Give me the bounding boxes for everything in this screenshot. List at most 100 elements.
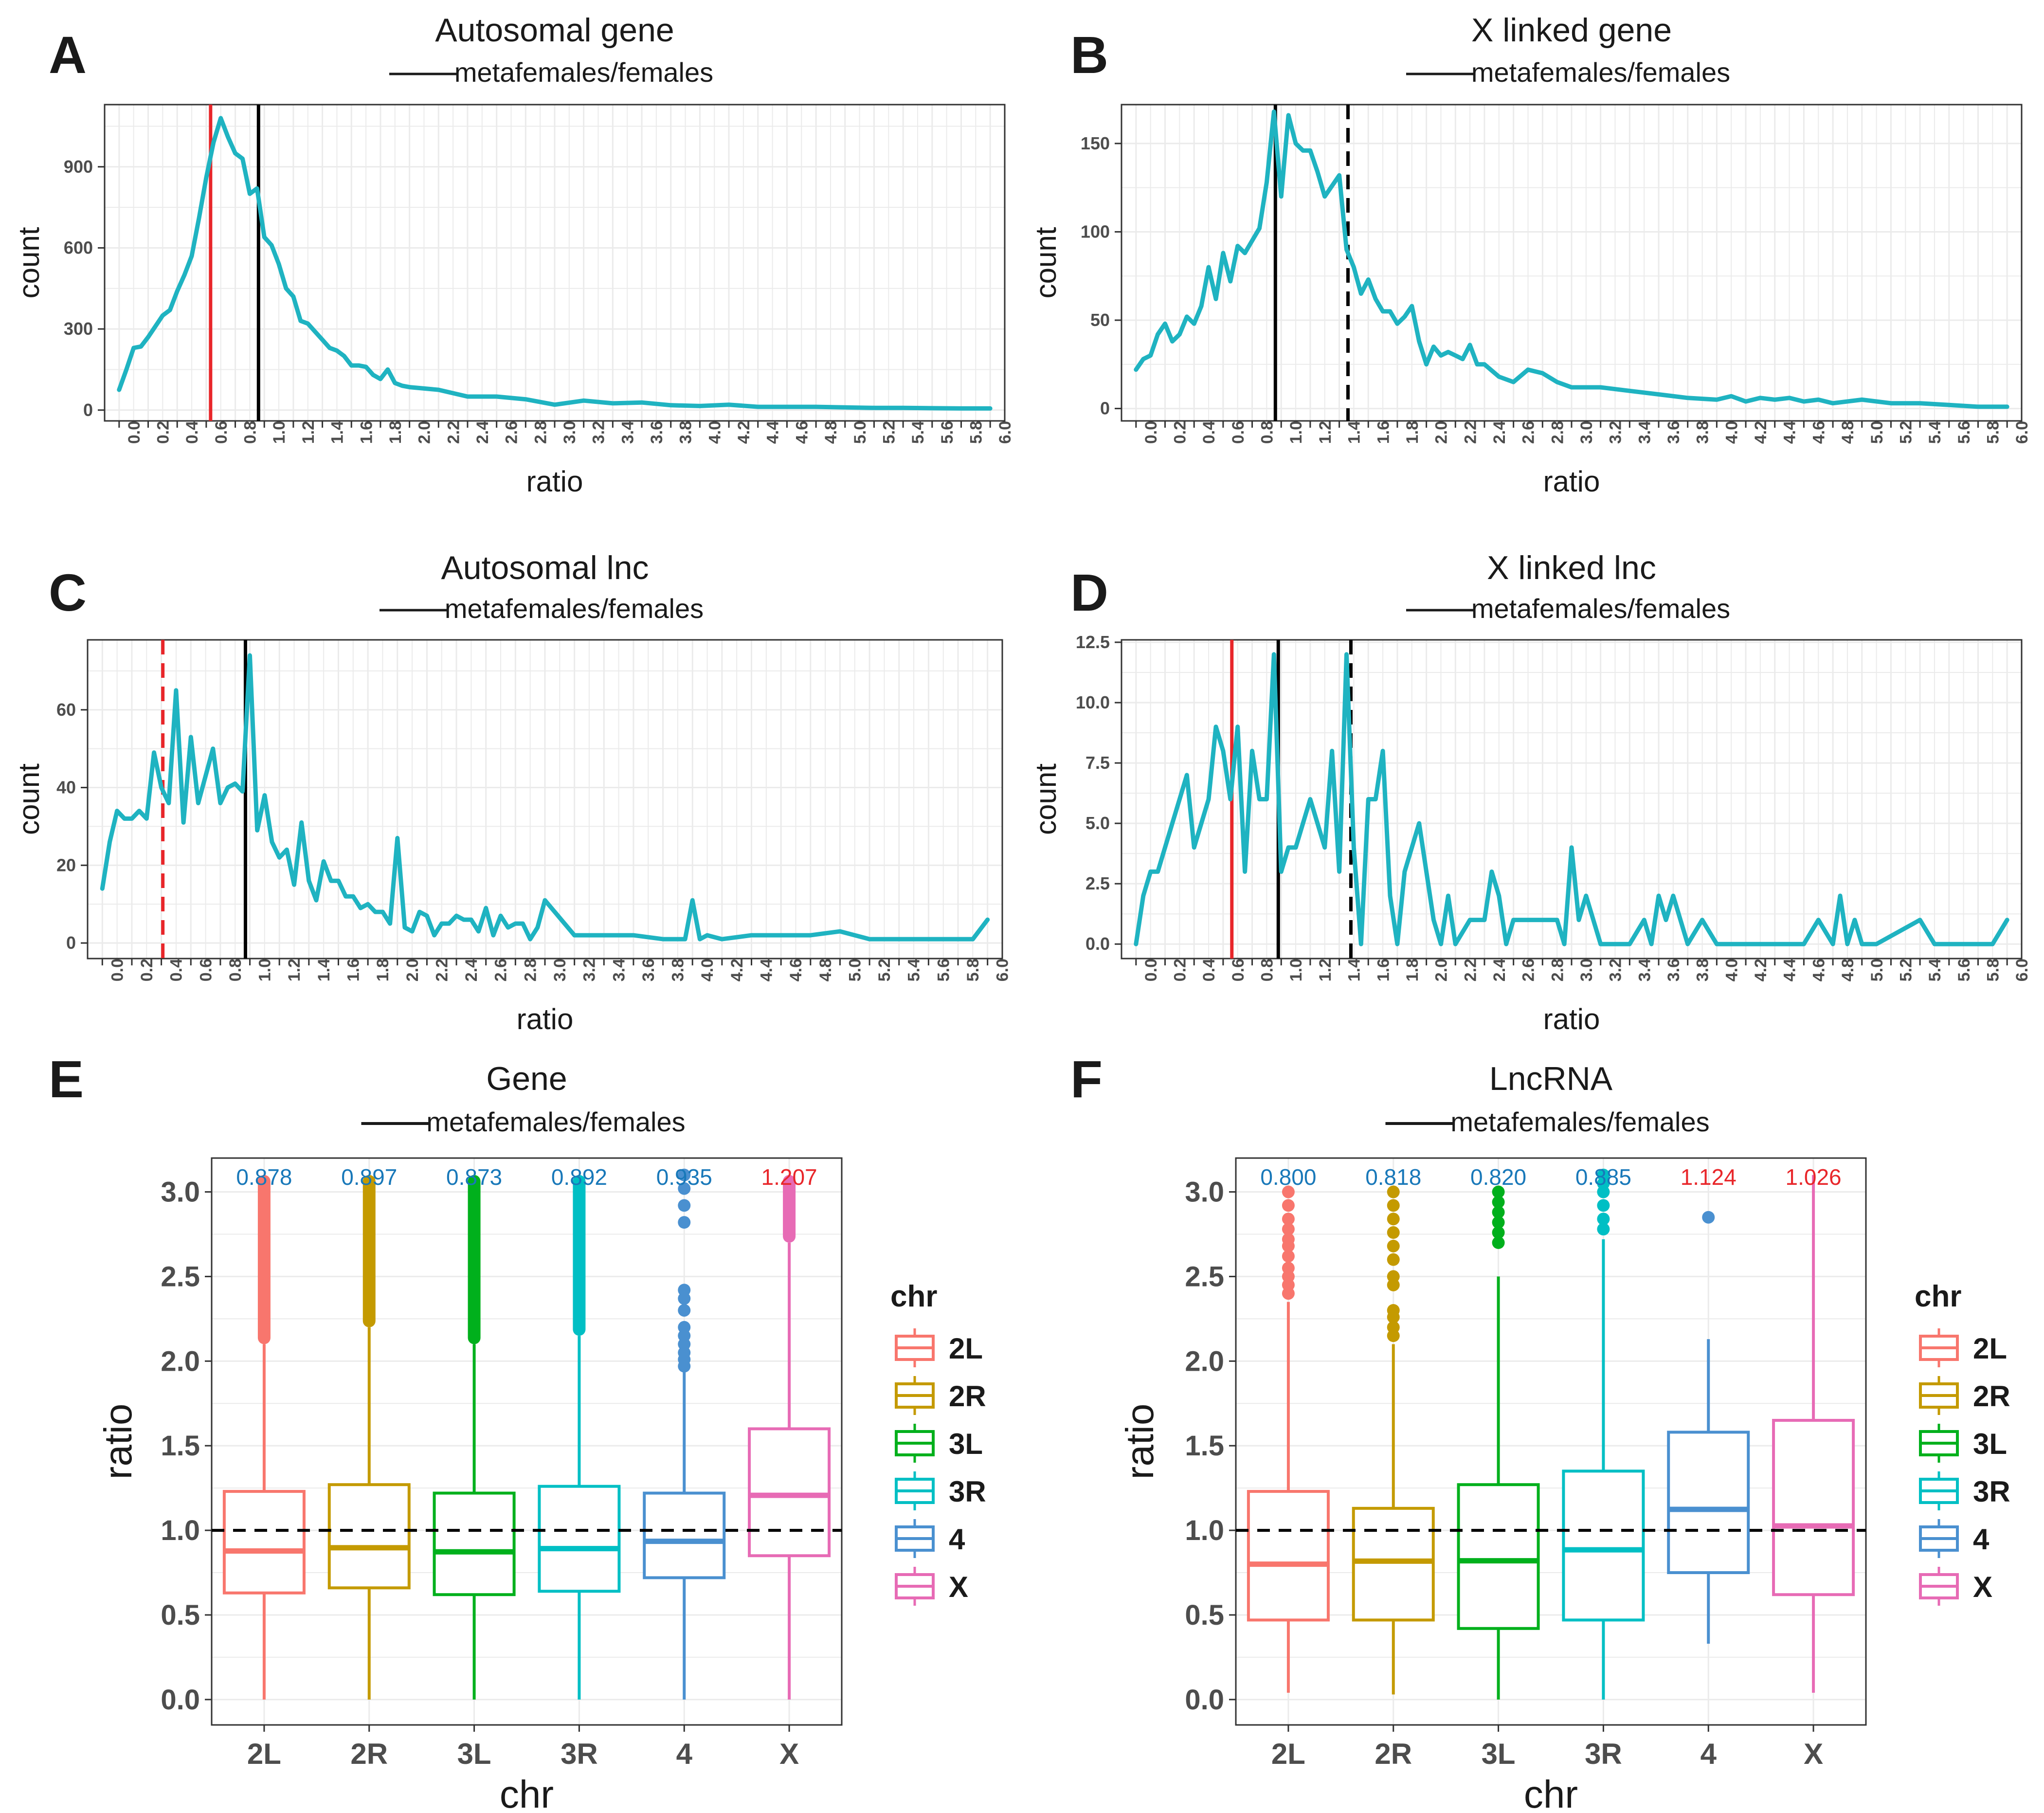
- outlier-band: [573, 1175, 586, 1336]
- y-axis-label: ratio: [96, 1404, 140, 1480]
- x-axis-label: chr: [1524, 1773, 1578, 1813]
- x-tick-label: 3.4: [1635, 421, 1654, 444]
- x-tick-label: 5.4: [909, 421, 927, 444]
- x-axis-label: ratio: [1543, 1003, 1600, 1035]
- y-tick-label: 3.0: [161, 1177, 200, 1208]
- x-tick-label: 3R: [1585, 1738, 1622, 1770]
- x-tick-label: 5.2: [1897, 959, 1915, 981]
- y-tick-label: 0.5: [1185, 1599, 1224, 1631]
- x-tick-label: 4.4: [758, 959, 776, 981]
- box-body: [1457, 1483, 1540, 1630]
- box-3l: [433, 1175, 516, 1700]
- outlier-band: [783, 1175, 796, 1243]
- x-tick-label: 5.2: [1897, 421, 1915, 444]
- x-tick-label: 5.8: [1984, 421, 2002, 444]
- outlier-band: [362, 1175, 376, 1327]
- x-tick-label: 4.2: [728, 959, 746, 981]
- x-tick-label: 2.8: [1548, 959, 1567, 981]
- x-tick-label: 4.8: [822, 421, 840, 444]
- x-tick-label: 5.6: [1955, 421, 1973, 444]
- box-2r: [1352, 1185, 1435, 1695]
- x-tick-label: 1.8: [374, 959, 392, 981]
- y-tick-label: 300: [64, 319, 93, 339]
- outlier-point: [1597, 1213, 1610, 1226]
- x-tick-label: 0.2: [1171, 959, 1190, 981]
- y-tick-label: 1.5: [1185, 1430, 1224, 1462]
- y-axis-label: count: [1030, 763, 1062, 835]
- x-tick-label: 4.4: [764, 421, 782, 444]
- y-tick-label: 1.0: [1185, 1515, 1224, 1546]
- x-tick-label: 2.4: [1490, 421, 1509, 444]
- x-tick-label: 2.0: [1432, 421, 1451, 444]
- box-3r: [538, 1175, 621, 1700]
- x-tick-label: 5.4: [1926, 421, 1944, 444]
- x-tick-label: 5.6: [934, 959, 953, 981]
- x-tick-label: 0.2: [138, 959, 156, 981]
- x-tick-label: 4: [676, 1738, 693, 1770]
- x-tick-label: 2L: [1271, 1738, 1305, 1770]
- y-tick-label: 10.0: [1076, 692, 1110, 712]
- outlier-point: [678, 1199, 691, 1212]
- x-tick-label: 5.6: [1955, 959, 1973, 981]
- x-tick-label: 6.0: [996, 421, 1014, 444]
- legend-key-3r: [1919, 1471, 1959, 1510]
- x-tick-label: 1.0: [1287, 421, 1305, 444]
- y-tick-label: 5.0: [1085, 813, 1110, 833]
- series-line: [117, 116, 993, 411]
- outlier-point: [1282, 1223, 1295, 1236]
- x-tick-label: 1.4: [1345, 421, 1364, 444]
- x-tick-label: 0.8: [226, 959, 245, 981]
- x-tick-label: 0.6: [197, 959, 215, 981]
- x-tick-label: 0.8: [1258, 959, 1277, 981]
- outlier-point: [1282, 1199, 1295, 1212]
- x-tick-label: 0.4: [1200, 421, 1218, 444]
- box-x: [1772, 1175, 1855, 1693]
- x-tick-label: 3.0: [1577, 421, 1596, 444]
- y-tick-label: 1.0: [161, 1515, 200, 1546]
- x-tick-label: 3.6: [648, 421, 666, 444]
- x-tick-label: 1.4: [1345, 959, 1364, 981]
- x-tick-label: 4.2: [1752, 959, 1770, 981]
- x-tick-label: 3.4: [610, 959, 628, 981]
- x-tick-label: 0.4: [183, 421, 201, 444]
- x-tick-label: 3.8: [669, 959, 687, 981]
- outlier-point: [1282, 1213, 1295, 1226]
- median-label: 0.818: [1365, 1164, 1421, 1190]
- y-tick-label: 2.5: [161, 1261, 200, 1292]
- median-label: 0.885: [1575, 1164, 1631, 1190]
- panel-d: 0.0 2.5 5.0 7.5 10.0 12.5 0.0 0.2 0.4 0.6 0.8 1.0 1.…: [1030, 549, 2031, 1035]
- x-tick-label: 0.0: [1142, 959, 1160, 981]
- y-axis-label: ratio: [1118, 1404, 1161, 1480]
- panel-b: 0 50 100 150 0.0 0.2 0.4 0.6 0.8 1.0 1.2 1.4 1.6 1.8 2…: [1030, 12, 2031, 498]
- x-tick-label: 3.2: [580, 959, 599, 981]
- median-label: 1.124: [1681, 1164, 1736, 1190]
- x-tick-label: 2R: [1375, 1738, 1412, 1770]
- box-body: [222, 1490, 306, 1595]
- box-2r: [327, 1175, 411, 1700]
- panel-letter-b: B: [1070, 25, 1108, 84]
- outlier-point: [1597, 1199, 1610, 1212]
- legend-label: 4: [949, 1523, 965, 1556]
- x-tick-label: 2.2: [1461, 959, 1480, 981]
- outlier-point: [1387, 1253, 1400, 1266]
- y-tick-label: 0: [83, 400, 93, 420]
- legend-label: 4: [1973, 1523, 1990, 1556]
- y-tick-label: 0: [1100, 399, 1110, 418]
- legend-key-3r: [895, 1471, 935, 1510]
- panel-letter-d: D: [1070, 563, 1108, 622]
- x-tick-label: 5.4: [1926, 959, 1944, 981]
- panel-f: 0.800 2L 0.818 2R 0.820 3L 0.885 3R 1.124 4 1.026 X…: [1118, 1060, 1867, 1813]
- x-tick-label: 0.6: [1229, 959, 1248, 981]
- x-tick-label: 5.8: [1984, 959, 2002, 981]
- y-axis-label: count: [1030, 227, 1062, 298]
- x-tick-label: 0.0: [125, 421, 144, 444]
- legend-label: 2L: [1973, 1332, 2007, 1365]
- x-tick-label: 2.6: [1519, 421, 1538, 444]
- median-label: 0.892: [551, 1164, 607, 1190]
- x-tick-label: 5.8: [964, 959, 982, 981]
- x-tick-label: 0.4: [167, 959, 186, 981]
- outlier-point: [1387, 1213, 1400, 1226]
- x-tick-label: 0.6: [1229, 421, 1248, 444]
- x-tick-label: 3.8: [1694, 421, 1712, 444]
- chart-title: LncRNA: [1489, 1060, 1613, 1097]
